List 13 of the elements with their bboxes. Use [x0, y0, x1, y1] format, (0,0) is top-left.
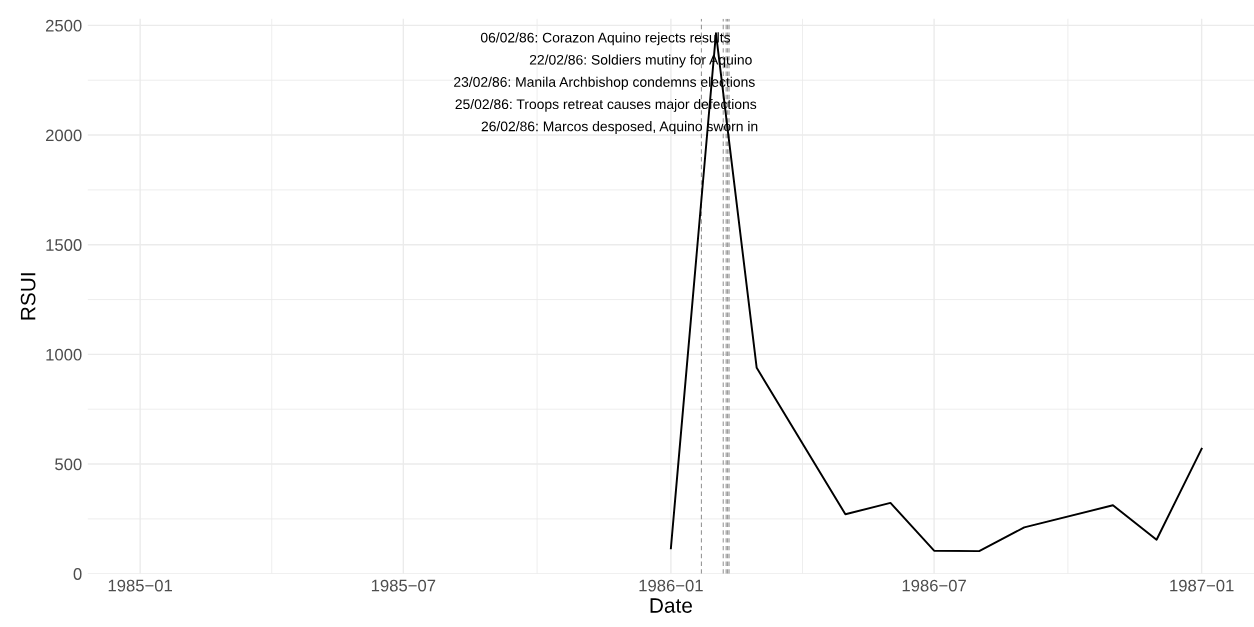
- x-axis-title: Date: [650, 598, 692, 613]
- y-axis-title: RSUI: [20, 273, 36, 320]
- x-tick-label: 1985−07: [371, 579, 436, 592]
- y-tick-label: 1000: [46, 348, 82, 361]
- x-tick-label: 1986−07: [902, 579, 966, 592]
- y-tick-label: 500: [55, 458, 82, 471]
- y-tick-label: 2500: [45, 19, 82, 32]
- y-tick-label: 0: [73, 568, 82, 580]
- x-tick-label: 1986−01: [639, 579, 703, 592]
- y-tick-label: 2000: [45, 129, 82, 142]
- x-tick-label: 1985−01: [108, 579, 172, 592]
- x-tick-label: 1987−01: [1170, 579, 1234, 592]
- y-tick-label: 1500: [46, 239, 82, 251]
